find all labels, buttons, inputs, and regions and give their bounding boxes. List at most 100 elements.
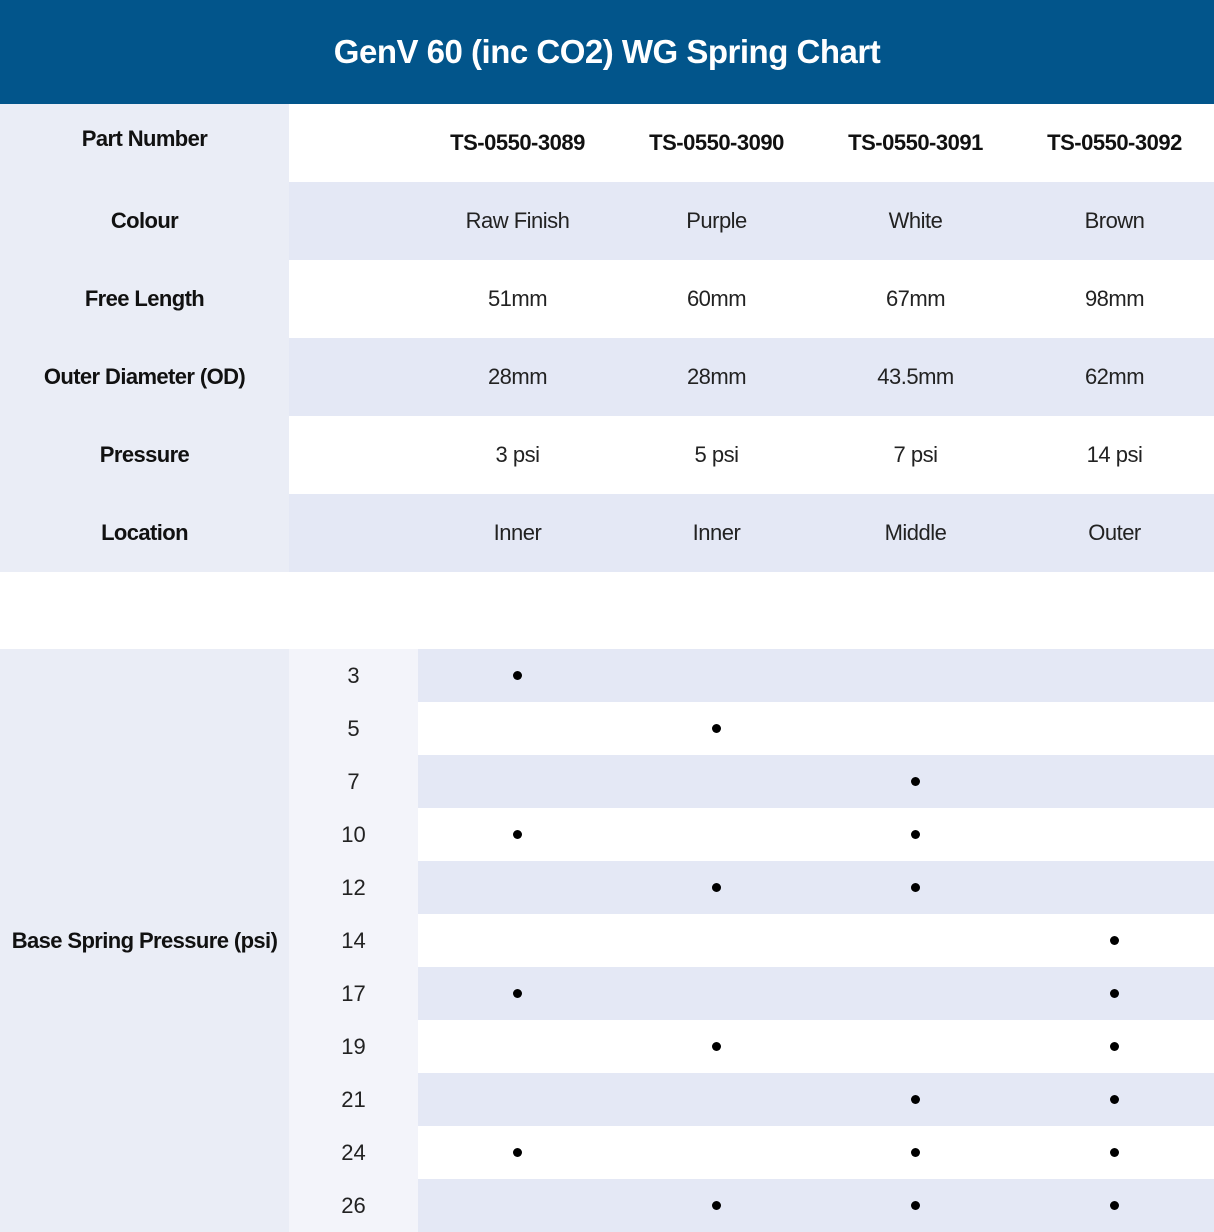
spring-cell [617, 808, 816, 861]
spec-value: Inner [617, 494, 816, 572]
dot-marker [1110, 989, 1119, 998]
pressure-value: 24 [289, 1126, 418, 1179]
chart-title: GenV 60 (inc CO2) WG Spring Chart [0, 0, 1214, 104]
dot-marker [513, 989, 522, 998]
spring-cell [1015, 861, 1214, 914]
base-spring-label: Base Spring Pressure (psi) [0, 649, 289, 1232]
spring-cell [816, 1126, 1015, 1179]
spec-value: 7 psi [893, 442, 938, 467]
spring-cell [617, 1179, 816, 1232]
dot-marker [1110, 1201, 1119, 1210]
spec-value: Outer [1015, 494, 1214, 572]
spring-cell [816, 1020, 1015, 1073]
pressure-row: 19 [289, 1020, 1214, 1073]
spec-label: Free Length [0, 260, 289, 338]
spec-value: 3 psi [495, 442, 540, 467]
pressure-row: 12 [289, 861, 1214, 914]
spacer [289, 260, 418, 338]
dot-marker [712, 883, 721, 892]
spec-value: 51mm [487, 286, 548, 311]
spring-cell [418, 861, 617, 914]
pressure-row: 21 [289, 1073, 1214, 1126]
spring-cell [816, 702, 1015, 755]
spring-cell [816, 808, 1015, 861]
spring-cell [1015, 1179, 1214, 1232]
spring-cell [1015, 755, 1214, 808]
spring-cell [1015, 1020, 1214, 1073]
dot-marker [513, 671, 522, 680]
spring-cell [617, 1126, 816, 1179]
spec-value: 60mm [686, 286, 747, 311]
dot-marker [1110, 1042, 1119, 1051]
pressure-value: 7 [289, 755, 418, 808]
spring-cell [816, 755, 1015, 808]
spring-cell [1015, 649, 1214, 702]
pressure-row: 24 [289, 1126, 1214, 1179]
dot-marker [1110, 1148, 1119, 1157]
spec-label: Outer Diameter (OD) [0, 338, 289, 416]
spring-cell [816, 914, 1015, 967]
spring-cell [418, 649, 617, 702]
spec-value: Brown [1015, 182, 1214, 260]
spring-cell [1015, 914, 1214, 967]
spacer [289, 494, 418, 572]
dot-marker [911, 1095, 920, 1104]
spring-cell [617, 1020, 816, 1073]
spec-value: 43.5mm [816, 338, 1015, 416]
spec-value: TS-0550-3091 [848, 130, 983, 155]
pressure-value: 3 [289, 649, 418, 702]
spring-cell [617, 861, 816, 914]
spec-value: TS-0550-3089 [450, 130, 585, 155]
spec-label: Colour [0, 182, 289, 260]
spacer [289, 416, 418, 494]
pressure-value: 12 [289, 861, 418, 914]
spring-cell [418, 1126, 617, 1179]
spec-label: Part Number [0, 104, 289, 182]
spec-label: Pressure [0, 416, 289, 494]
pressure-row: 14 [289, 914, 1214, 967]
spring-cell [1015, 808, 1214, 861]
spec-value: TS-0550-3090 [649, 130, 784, 155]
spring-cell [617, 649, 816, 702]
dot-marker [712, 1201, 721, 1210]
spring-cell [418, 808, 617, 861]
spec-value: TS-0550-3092 [1047, 130, 1182, 155]
spring-cell [617, 914, 816, 967]
dot-marker [513, 1148, 522, 1157]
pressure-value: 19 [289, 1020, 418, 1073]
spec-value: 67mm [885, 286, 946, 311]
spring-cell [418, 1179, 617, 1232]
spec-row: Location Inner Inner Middle Outer [0, 494, 1214, 572]
spec-value: Purple [617, 182, 816, 260]
spec-row: Colour Raw Finish Purple White Brown [0, 182, 1214, 260]
pressure-row: 5 [289, 702, 1214, 755]
dot-marker [911, 1148, 920, 1157]
spec-label: Location [0, 494, 289, 572]
spring-cell [1015, 702, 1214, 755]
spec-value: 5 psi [694, 442, 739, 467]
spec-value: 28mm [617, 338, 816, 416]
spec-value: Inner [418, 494, 617, 572]
spec-value: 14 psi [1086, 442, 1143, 467]
spring-cell [1015, 1073, 1214, 1126]
spec-row: Part Number TS-0550-3089 TS-0550-3090 TS-05… [0, 104, 1214, 182]
pressure-row: 3 [289, 649, 1214, 702]
spec-value: Raw Finish [418, 182, 617, 260]
dot-marker [1110, 936, 1119, 945]
pressure-value: 14 [289, 914, 418, 967]
dot-marker [911, 1201, 920, 1210]
dot-marker [1110, 1095, 1119, 1104]
dot-marker [911, 830, 920, 839]
dot-marker [513, 830, 522, 839]
spec-value: 28mm [418, 338, 617, 416]
dot-marker [911, 777, 920, 786]
spec-row: Free Length 51mm 60mm 67mm 98mm [0, 260, 1214, 338]
spring-cell [418, 914, 617, 967]
spring-cell [816, 649, 1015, 702]
spec-value: Middle [816, 494, 1015, 572]
spring-cell [816, 1179, 1015, 1232]
spec-value: White [816, 182, 1015, 260]
pressure-row: 7 [289, 755, 1214, 808]
spring-cell [617, 1073, 816, 1126]
spring-cell [418, 1073, 617, 1126]
